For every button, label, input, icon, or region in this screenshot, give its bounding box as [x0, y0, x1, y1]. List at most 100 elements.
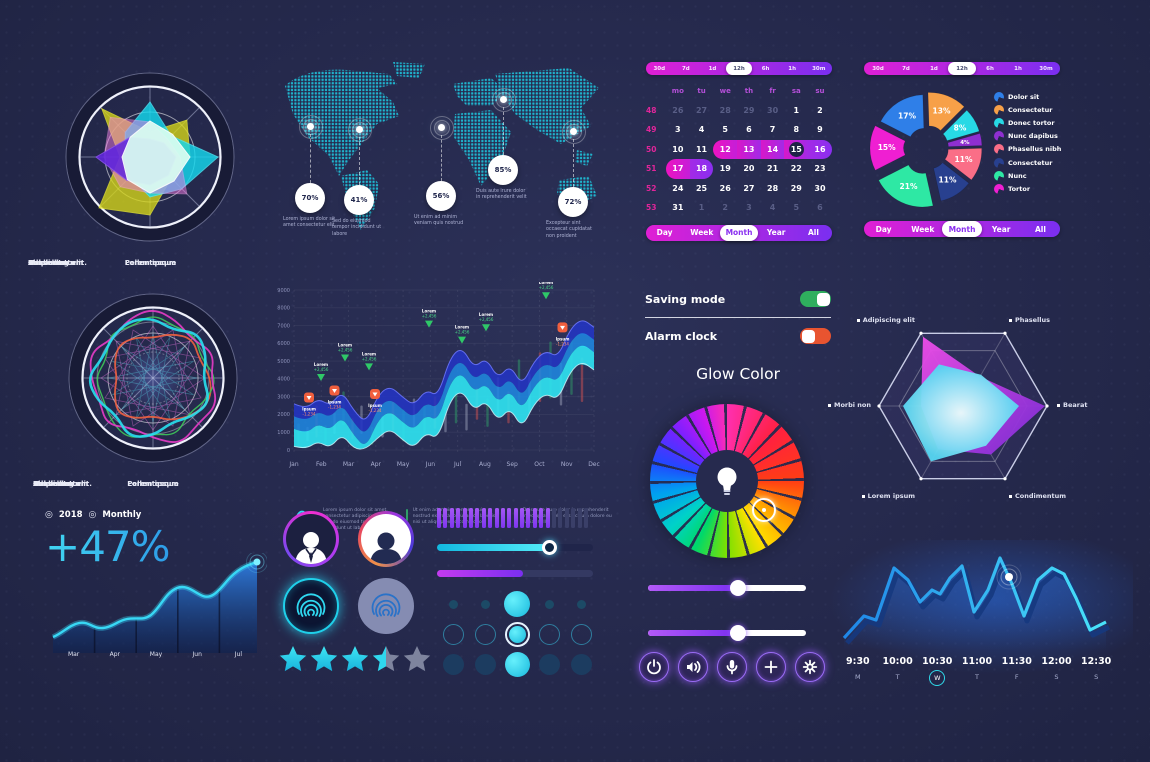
day-label[interactable]: T — [975, 673, 979, 681]
range-option[interactable]: 1d — [708, 65, 717, 72]
selector-dot[interactable] — [442, 653, 464, 675]
calendar-day[interactable]: 20 — [743, 164, 755, 174]
selector-dot[interactable] — [448, 599, 458, 609]
map-stat-circle[interactable]: 56% — [426, 181, 456, 211]
range-option[interactable]: 1h — [1014, 65, 1022, 72]
view-tab[interactable]: Month — [720, 224, 758, 241]
calendar-day[interactable]: 3 — [675, 125, 681, 135]
pie-slice[interactable] — [942, 109, 980, 141]
buy-marker-icon[interactable] — [317, 374, 325, 381]
calendar-day[interactable]: 6 — [817, 203, 823, 213]
star-icon[interactable] — [279, 645, 307, 676]
calendar-day[interactable]: 7 — [769, 125, 776, 135]
time-column[interactable]: 10:30 W — [917, 656, 957, 686]
stat-mode[interactable]: Monthly — [102, 510, 142, 520]
selector-dot[interactable] — [474, 653, 496, 675]
day-label[interactable]: S — [1094, 673, 1099, 681]
pie-slice[interactable] — [947, 133, 983, 147]
calendar-day[interactable]: 9 — [817, 125, 823, 135]
calendar-day[interactable]: 10 — [672, 144, 684, 154]
range-option[interactable]: 7d — [681, 65, 690, 72]
calendar-day[interactable]: 29 — [743, 105, 755, 115]
star-icon[interactable] — [403, 645, 431, 676]
view-tab[interactable]: Month — [942, 221, 982, 237]
active-day-badge[interactable]: W — [929, 670, 946, 686]
calendar-day[interactable]: 18 — [689, 159, 714, 179]
calendar-day[interactable]: 2 — [722, 203, 728, 213]
glow-slider-1[interactable] — [648, 580, 806, 596]
day-label[interactable]: T — [895, 673, 900, 681]
calendar-day[interactable]: 30 — [767, 105, 779, 115]
calendar-day[interactable]: 3 — [746, 203, 752, 213]
legend-item[interactable]: Consectetur — [994, 103, 1060, 116]
calendar-day[interactable]: 1 — [698, 203, 705, 213]
view-tab[interactable]: Day — [875, 224, 892, 234]
segmented-progress-bar[interactable] — [437, 508, 595, 528]
selector-dot[interactable] — [538, 623, 560, 645]
fingerprint-scanner[interactable] — [358, 578, 414, 634]
calendar-day[interactable]: 15 — [784, 139, 809, 159]
fingerprint-scanner[interactable] — [283, 578, 339, 634]
legend-item[interactable]: Dolor sit — [994, 90, 1060, 103]
star-icon[interactable] — [372, 645, 400, 676]
time-column[interactable]: 12:00 S — [1037, 656, 1077, 686]
calendar-day[interactable]: 26 — [719, 183, 731, 193]
calendar-day[interactable]: 21 — [767, 164, 779, 174]
buy-marker-icon[interactable] — [341, 354, 349, 362]
map-stat-circle[interactable]: 85% — [488, 155, 518, 185]
calendar-day[interactable]: 28 — [719, 105, 731, 115]
range-option[interactable]: 1d — [930, 65, 938, 72]
range-option[interactable]: 12h — [948, 62, 976, 75]
legend-item[interactable]: Tortor — [994, 182, 1060, 195]
range-option[interactable]: 30m — [1039, 65, 1053, 72]
range-option[interactable]: 6h — [986, 65, 994, 72]
time-column[interactable]: 9:30 M — [838, 656, 878, 686]
calendar-day[interactable]: 17 — [666, 159, 690, 179]
calendar-day[interactable]: 5 — [722, 125, 728, 135]
pie-slice[interactable] — [880, 94, 925, 138]
settings-button[interactable] — [795, 652, 825, 682]
legend-item[interactable]: Nunc — [994, 169, 1060, 182]
calendar-day[interactable]: 6 — [746, 125, 752, 135]
range-option[interactable]: 1h — [788, 65, 797, 72]
avatar[interactable] — [283, 511, 339, 567]
calendar-day[interactable]: 30 — [814, 183, 826, 193]
time-column[interactable]: 11:00 T — [957, 656, 997, 686]
buy-marker-icon[interactable] — [365, 363, 373, 371]
calendar-day[interactable]: 31 — [672, 203, 684, 213]
range-option[interactable]: 30d — [872, 65, 884, 72]
pie-slice[interactable] — [878, 164, 934, 208]
calendar-day[interactable]: 29 — [790, 183, 802, 193]
time-column[interactable]: 12:30 S — [1076, 656, 1116, 686]
calendar-day[interactable]: 19 — [719, 164, 731, 174]
calendar-day[interactable]: 23 — [814, 164, 826, 174]
selector-dot[interactable] — [504, 651, 530, 677]
toggle-knob[interactable] — [816, 292, 830, 306]
map-stat-circle[interactable]: 41% — [344, 185, 374, 215]
saving-mode-toggle[interactable] — [800, 291, 831, 307]
calendar-day[interactable]: 24 — [672, 183, 684, 193]
calendar-day[interactable]: 12 — [713, 139, 738, 159]
day-label[interactable]: M — [855, 673, 861, 681]
map-stat-circle[interactable]: 72% — [558, 187, 588, 217]
toggle-knob[interactable] — [801, 329, 815, 343]
map-pin[interactable] — [499, 95, 507, 103]
calendar-day[interactable]: 13 — [737, 139, 761, 159]
selector-dot[interactable] — [504, 591, 530, 617]
range-option[interactable]: 30d — [653, 65, 666, 72]
alarm-clock-toggle[interactable] — [800, 328, 831, 344]
buy-marker-icon[interactable] — [482, 324, 490, 332]
day-label[interactable]: S — [1054, 673, 1059, 681]
calendar-day[interactable]: 28 — [767, 183, 779, 193]
pie-slice[interactable] — [927, 92, 965, 131]
view-tab[interactable]: Year — [991, 224, 1011, 234]
view-tab[interactable]: Week — [911, 224, 935, 234]
legend-item[interactable]: Consectetur — [994, 156, 1060, 169]
selector-dot[interactable] — [474, 623, 496, 645]
calendar-day[interactable]: 14 — [760, 139, 785, 159]
calendar-day[interactable]: 26 — [672, 105, 684, 115]
star-icon[interactable] — [341, 645, 369, 676]
pie-slice[interactable] — [944, 147, 983, 181]
slider-knob[interactable] — [541, 539, 557, 555]
buy-marker-icon[interactable] — [425, 320, 433, 328]
